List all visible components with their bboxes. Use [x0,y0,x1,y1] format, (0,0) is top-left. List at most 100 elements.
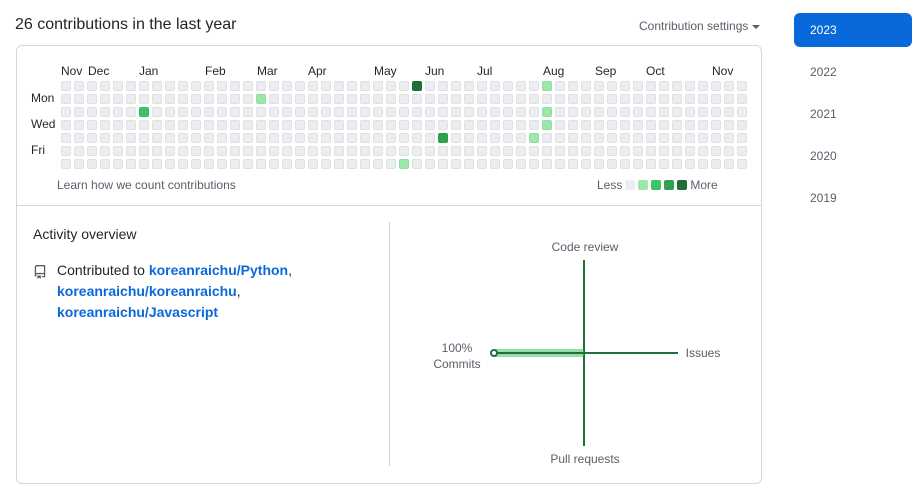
contribution-day[interactable] [360,146,370,156]
contribution-day[interactable] [594,81,604,91]
contribution-day[interactable] [529,120,539,130]
contribution-day[interactable] [256,94,266,104]
contribution-day[interactable] [516,107,526,117]
contribution-day[interactable] [425,146,435,156]
contribution-day[interactable] [230,159,240,169]
contribution-day[interactable] [217,120,227,130]
contribution-day[interactable] [659,133,669,143]
contribution-day[interactable] [724,94,734,104]
contribution-day[interactable] [373,107,383,117]
contribution-day[interactable] [282,120,292,130]
contribution-day[interactable] [191,159,201,169]
contribution-day[interactable] [464,146,474,156]
contribution-day[interactable] [581,133,591,143]
contribution-day[interactable] [399,146,409,156]
contribution-day[interactable] [529,133,539,143]
contribution-day[interactable] [659,107,669,117]
contribution-day[interactable] [594,120,604,130]
contribution-day[interactable] [269,146,279,156]
contribution-day[interactable] [243,94,253,104]
contribution-day[interactable] [230,107,240,117]
contribution-day[interactable] [373,133,383,143]
contribution-day[interactable] [724,146,734,156]
contribution-day[interactable] [256,107,266,117]
contribution-day[interactable] [503,107,513,117]
contribution-day[interactable] [386,133,396,143]
contribution-day[interactable] [646,81,656,91]
contribution-day[interactable] [139,94,149,104]
contribution-day[interactable] [529,94,539,104]
contribution-day[interactable] [269,159,279,169]
contribution-day[interactable] [698,146,708,156]
contribution-day[interactable] [542,133,552,143]
contribution-day[interactable] [607,146,617,156]
repo-link-python[interactable]: koreanraichu/Python [148,262,289,278]
contribution-day[interactable] [477,120,487,130]
contribution-day[interactable] [126,107,136,117]
contribution-day[interactable] [503,159,513,169]
contribution-day[interactable] [165,94,175,104]
contribution-day[interactable] [685,120,695,130]
contribution-day[interactable] [568,120,578,130]
contribution-day[interactable] [165,81,175,91]
contribution-day[interactable] [659,146,669,156]
contribution-day[interactable] [334,94,344,104]
contribution-day[interactable] [152,146,162,156]
contribution-day[interactable] [568,107,578,117]
contribution-day[interactable] [581,146,591,156]
contribution-day[interactable] [594,159,604,169]
contribution-day[interactable] [451,81,461,91]
contribution-day[interactable] [178,146,188,156]
contribution-day[interactable] [594,133,604,143]
contribution-day[interactable] [516,81,526,91]
contribution-day[interactable] [607,107,617,117]
contribution-day[interactable] [282,81,292,91]
contribution-day[interactable] [386,120,396,130]
contribution-day[interactable] [555,107,565,117]
contribution-day[interactable] [269,133,279,143]
contribution-day[interactable] [230,120,240,130]
contribution-day[interactable] [542,159,552,169]
contribution-day[interactable] [737,146,747,156]
contribution-day[interactable] [269,94,279,104]
contribution-day[interactable] [152,120,162,130]
contribution-day[interactable] [646,146,656,156]
contribution-day[interactable] [490,120,500,130]
contribution-day[interactable] [672,146,682,156]
year-2022[interactable]: 2022 [810,65,837,79]
contribution-day[interactable] [165,120,175,130]
contribution-day[interactable] [347,146,357,156]
contribution-day[interactable] [152,159,162,169]
contribution-day[interactable] [659,159,669,169]
contribution-day[interactable] [724,120,734,130]
contribution-day[interactable] [282,107,292,117]
contribution-day[interactable] [334,81,344,91]
contribution-day[interactable] [646,120,656,130]
contribution-day[interactable] [516,94,526,104]
contribution-day[interactable] [477,107,487,117]
contribution-day[interactable] [412,107,422,117]
contribution-day[interactable] [438,94,448,104]
contribution-day[interactable] [659,120,669,130]
contribution-day[interactable] [282,94,292,104]
contribution-day[interactable] [737,159,747,169]
contribution-day[interactable] [178,81,188,91]
contribution-day[interactable] [230,133,240,143]
contribution-day[interactable] [152,107,162,117]
contribution-day[interactable] [334,133,344,143]
contribution-day[interactable] [308,133,318,143]
contribution-day[interactable] [100,94,110,104]
contribution-day[interactable] [139,81,149,91]
contribution-day[interactable] [581,81,591,91]
contribution-day[interactable] [178,107,188,117]
contribution-day[interactable] [373,81,383,91]
contribution-day[interactable] [464,159,474,169]
contribution-day[interactable] [737,81,747,91]
contribution-day[interactable] [61,159,71,169]
contribution-day[interactable] [464,120,474,130]
contribution-day[interactable] [516,120,526,130]
contribution-day[interactable] [568,81,578,91]
contribution-day[interactable] [672,133,682,143]
contribution-day[interactable] [698,107,708,117]
contribution-day[interactable] [737,94,747,104]
